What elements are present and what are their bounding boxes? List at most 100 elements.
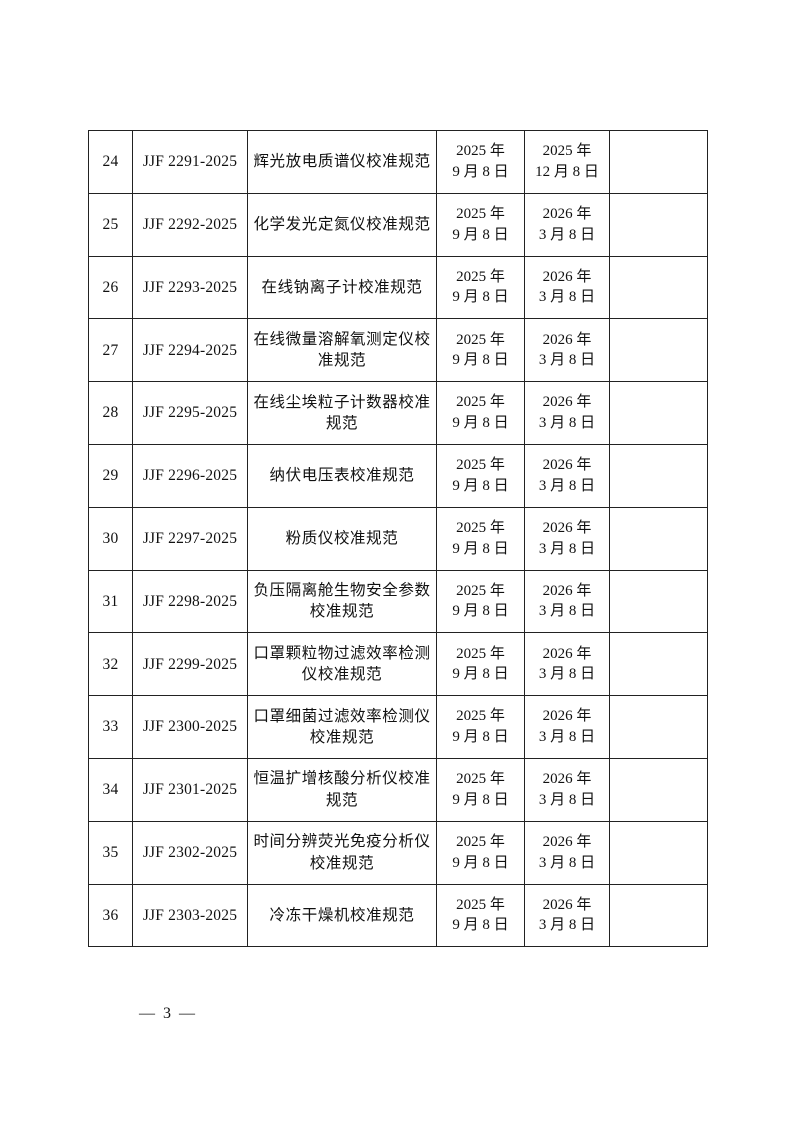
cell-effective-date: 2026 年 3 月 8 日: [524, 632, 610, 697]
cell-index: 28: [88, 381, 133, 445]
cell-effective-date: 2026 年 3 月 8 日: [524, 820, 610, 885]
cell-effective-date: 2026 年 3 月 8 日: [524, 695, 610, 759]
cell-standard-code: JJF 2300-2025: [132, 695, 248, 759]
table-row: 31 JJF 2298-2025 负压隔离舱生物安全参数校准规范 2025 年 9 月 …: [88, 569, 708, 634]
cell-effective-date: 2026 年 3 月 8 日: [524, 318, 610, 383]
issue-date-monthday: 9 月 8 日: [452, 163, 509, 180]
cell-issue-date: 2025 年 9 月 8 日: [436, 255, 525, 320]
table-row: 30 JJF 2297-2025 粉质仪校准规范 2025 年 9 月 8 日 2026 …: [88, 506, 708, 571]
cell-index: 24: [88, 130, 133, 194]
issue-date-year: 2025 年: [456, 331, 505, 348]
cell-remark: [609, 130, 708, 194]
cell-issue-date: 2025 年 9 月 8 日: [436, 130, 525, 194]
issue-date-monthday: 9 月 8 日: [452, 729, 509, 746]
effective-date-year: 2026 年: [542, 896, 592, 913]
cell-standard-code: JJF 2294-2025: [132, 318, 248, 383]
cell-issue-date: 2025 年 9 月 8 日: [436, 506, 525, 571]
effective-date-monthday: 3 月 8 日: [538, 917, 596, 934]
issue-date-year: 2025 年: [456, 708, 505, 725]
cell-issue-date: 2025 年 9 月 8 日: [436, 632, 525, 697]
issue-date-monthday: 9 月 8 日: [452, 352, 509, 369]
issue-date-year: 2025 年: [456, 896, 505, 913]
effective-date-monthday: 3 月 8 日: [538, 854, 596, 871]
cell-effective-date: 2026 年 3 月 8 日: [524, 192, 610, 257]
issue-date-monthday: 9 月 8 日: [452, 666, 509, 683]
effective-date-monthday: 3 月 8 日: [538, 603, 596, 620]
effective-date-year: 2026 年: [542, 519, 592, 536]
effective-date-monthday: 12 月 8 日: [535, 163, 599, 180]
cell-effective-date: 2026 年 3 月 8 日: [524, 255, 610, 320]
table-row: 33 JJF 2300-2025 口罩细菌过滤效率检测仪校准规范 2025 年 9 月 …: [88, 695, 708, 759]
issue-date-year: 2025 年: [456, 833, 505, 850]
cell-standard-code: JJF 2293-2025: [132, 255, 248, 320]
cell-effective-date: 2026 年 3 月 8 日: [524, 381, 610, 445]
cell-standard-code: JJF 2291-2025: [132, 130, 248, 194]
cell-standard-code: JJF 2298-2025: [132, 569, 248, 634]
cell-standard-name: 冷冻干燥机校准规范: [247, 883, 437, 948]
cell-standard-name: 时间分辨荧光免疫分析仪校准规范: [247, 820, 437, 885]
table-row: 28 JJF 2295-2025 在线尘埃粒子计数器校准规范 2025 年 9 月 8 …: [88, 381, 708, 445]
effective-date-year: 2026 年: [542, 771, 592, 788]
effective-date-monthday: 3 月 8 日: [538, 540, 596, 557]
table-row: 34 JJF 2301-2025 恒温扩增核酸分析仪校准规范 2025 年 9 月 8 …: [88, 757, 708, 822]
effective-date-year: 2026 年: [542, 645, 592, 662]
cell-effective-date: 2026 年 3 月 8 日: [524, 883, 610, 948]
cell-issue-date: 2025 年 9 月 8 日: [436, 569, 525, 634]
cell-issue-date: 2025 年 9 月 8 日: [436, 883, 525, 948]
effective-date-monthday: 3 月 8 日: [538, 729, 596, 746]
cell-index: 29: [88, 443, 133, 508]
cell-index: 25: [88, 192, 133, 257]
table-row: 35 JJF 2302-2025 时间分辨荧光免疫分析仪校准规范 2025 年 9 月 …: [88, 820, 708, 885]
cell-issue-date: 2025 年 9 月 8 日: [436, 381, 525, 445]
issue-date-monthday: 9 月 8 日: [452, 289, 509, 306]
cell-remark: [609, 192, 708, 257]
issue-date-monthday: 9 月 8 日: [452, 917, 509, 934]
cell-index: 34: [88, 757, 133, 822]
cell-remark: [609, 506, 708, 571]
cell-standard-name: 口罩颗粒物过滤效率检测仪校准规范: [247, 632, 437, 697]
issue-date-monthday: 9 月 8 日: [452, 477, 509, 494]
cell-remark: [609, 381, 708, 445]
cell-standard-name: 在线钠离子计校准规范: [247, 255, 437, 320]
cell-effective-date: 2025 年 12 月 8 日: [524, 130, 610, 194]
issue-date-year: 2025 年: [456, 771, 505, 788]
effective-date-year: 2025 年: [542, 143, 592, 160]
cell-effective-date: 2026 年 3 月 8 日: [524, 569, 610, 634]
issue-date-year: 2025 年: [456, 645, 505, 662]
effective-date-year: 2026 年: [542, 582, 592, 599]
effective-date-monthday: 3 月 8 日: [538, 666, 596, 683]
cell-standard-name: 化学发光定氮仪校准规范: [247, 192, 437, 257]
cell-standard-name: 负压隔离舱生物安全参数校准规范: [247, 569, 437, 634]
effective-date-monthday: 3 月 8 日: [538, 791, 596, 808]
effective-date-year: 2026 年: [542, 331, 592, 348]
cell-standard-code: JJF 2301-2025: [132, 757, 248, 822]
issue-date-year: 2025 年: [456, 394, 505, 411]
cell-standard-name: 恒温扩增核酸分析仪校准规范: [247, 757, 437, 822]
effective-date-monthday: 3 月 8 日: [538, 477, 596, 494]
cell-index: 30: [88, 506, 133, 571]
table-row: 32 JJF 2299-2025 口罩颗粒物过滤效率检测仪校准规范 2025 年 9 月…: [88, 632, 708, 697]
effective-date-year: 2026 年: [542, 457, 592, 474]
cell-remark: [609, 632, 708, 697]
issue-date-monthday: 9 月 8 日: [452, 791, 509, 808]
cell-index: 33: [88, 695, 133, 759]
effective-date-year: 2026 年: [542, 268, 592, 285]
cell-issue-date: 2025 年 9 月 8 日: [436, 695, 525, 759]
cell-index: 31: [88, 569, 133, 634]
cell-remark: [609, 820, 708, 885]
issue-date-year: 2025 年: [456, 143, 505, 160]
cell-standard-name: 辉光放电质谱仪校准规范: [247, 130, 437, 194]
effective-date-monthday: 3 月 8 日: [538, 226, 596, 243]
cell-index: 36: [88, 883, 133, 948]
cell-standard-name: 口罩细菌过滤效率检测仪校准规范: [247, 695, 437, 759]
cell-index: 32: [88, 632, 133, 697]
issue-date-monthday: 9 月 8 日: [452, 603, 509, 620]
effective-date-year: 2026 年: [542, 394, 592, 411]
